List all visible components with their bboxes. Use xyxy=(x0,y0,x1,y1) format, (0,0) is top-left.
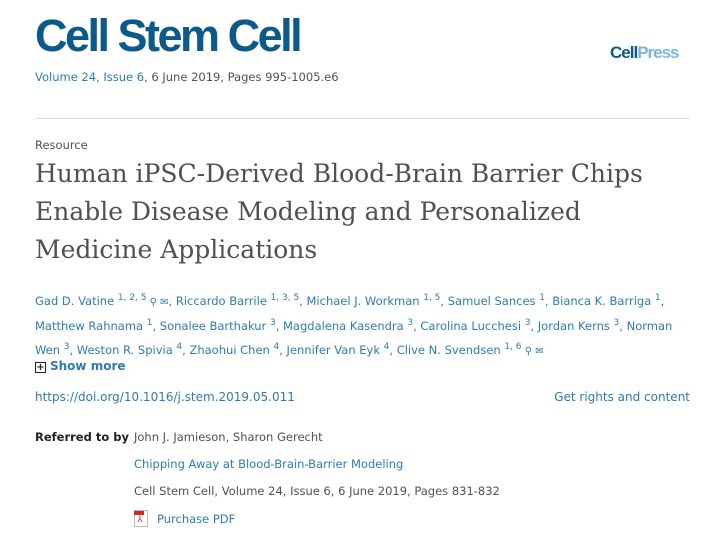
author[interactable]: Weston R. Spivia 4 xyxy=(76,342,183,357)
affiliation-sup: 3 xyxy=(63,342,70,352)
purchase-pdf-link[interactable]: Purchase PDF xyxy=(134,510,235,527)
author-name[interactable]: Zhaohui Chen xyxy=(189,343,270,357)
author-name[interactable]: Jordan Kerns xyxy=(537,319,610,333)
affiliation-sup: 1, 3, 5 xyxy=(270,293,300,303)
referred-authors: John J. Jamieson, Sharon Gerecht xyxy=(134,430,323,444)
journal-logo[interactable]: Cell Stem Cell xyxy=(35,10,303,61)
affiliation-sup: 1 xyxy=(539,293,545,303)
author-name[interactable]: Michael J. Workman xyxy=(306,294,420,308)
author[interactable]: Michael J. Workman 1, 5 xyxy=(306,293,441,308)
affiliation-sup: 1, 6 xyxy=(504,342,522,352)
affiliation-sup: 3 xyxy=(613,318,620,328)
date-pages: , 6 June 2019, Pages 995-1005.e6 xyxy=(144,70,339,84)
cellpress-logo[interactable]: CellPress xyxy=(610,43,680,62)
affiliation-sup: 4 xyxy=(176,342,183,352)
author-list: Gad D. Vatine 1, 2, 5 ⚲ ✉, Riccardo Barr… xyxy=(35,293,673,357)
author[interactable]: Samuel Sances 1 xyxy=(447,293,545,308)
author-name[interactable]: Matthew Rahnama xyxy=(35,319,144,333)
person-icon[interactable]: ⚲ xyxy=(521,346,533,357)
author-name[interactable]: Sonalee Barthakur xyxy=(159,319,267,333)
author[interactable]: Zhaohui Chen 4 xyxy=(189,342,280,357)
person-icon[interactable]: ⚲ xyxy=(146,297,157,308)
author[interactable]: Riccardo Barrile 1, 3, 5 xyxy=(175,293,300,308)
author-name[interactable]: Jennifer Van Eyk xyxy=(286,343,380,357)
pdf-icon xyxy=(134,510,148,527)
affiliation-sup: 4 xyxy=(383,342,390,352)
referred-label: Referred to by xyxy=(35,430,129,444)
author[interactable]: Jordan Kerns 3 xyxy=(537,318,620,333)
author[interactable]: Gad D. Vatine 1, 2, 5 ⚲ ✉ xyxy=(35,293,169,308)
affiliation-sup: 1 xyxy=(146,318,153,328)
affiliation-sup: 1, 5 xyxy=(423,293,441,303)
email-icon[interactable]: ✉ xyxy=(532,346,544,357)
rights-link[interactable]: Get rights and content xyxy=(554,390,690,404)
volume-link[interactable]: Volume 24, Issue 6 xyxy=(35,70,145,84)
doi-link[interactable]: https://doi.org/10.1016/j.stem.2019.05.0… xyxy=(35,390,295,404)
divider xyxy=(35,118,690,119)
affiliation-sup: 3 xyxy=(407,318,414,328)
affiliation-sup: 3 xyxy=(524,318,531,328)
author-name[interactable]: Samuel Sances xyxy=(447,294,536,308)
author[interactable]: Sonalee Barthakur 3 xyxy=(159,318,276,333)
author[interactable]: Jennifer Van Eyk 4 xyxy=(286,342,390,357)
affiliation-sup: 3 xyxy=(269,318,276,328)
author-name[interactable]: Magdalena Kasendra xyxy=(283,319,404,333)
author[interactable]: Magdalena Kasendra 3 xyxy=(283,318,414,333)
author[interactable]: Carolina Lucchesi 3 xyxy=(420,318,531,333)
author[interactable]: Norman Wen 3 xyxy=(35,319,672,357)
author-name[interactable]: Weston R. Spivia xyxy=(76,343,173,357)
article-type: Resource xyxy=(35,138,88,152)
referred-source: Cell Stem Cell, Volume 24, Issue 6, 6 Ju… xyxy=(134,484,500,498)
email-icon[interactable]: ✉ xyxy=(156,297,169,308)
author-name[interactable]: Carolina Lucchesi xyxy=(420,319,522,333)
article-title: Human iPSC-Derived Blood-Brain Barrier C… xyxy=(35,159,643,264)
volume-info: Volume 24, Issue 6, 6 June 2019, Pages 9… xyxy=(35,70,339,84)
author-name[interactable]: Norman Wen xyxy=(35,319,673,357)
author[interactable]: Clive N. Svendsen 1, 6 ⚲ ✉ xyxy=(396,342,544,357)
referred-title-link[interactable]: Chipping Away at Blood-Brain-Barrier Mod… xyxy=(134,457,404,471)
affiliation-sup: 4 xyxy=(273,342,280,352)
affiliation-sup: 1 xyxy=(654,293,661,303)
affiliation-sup: 1, 2, 5 xyxy=(117,293,147,303)
author-name[interactable]: Riccardo Barrile xyxy=(175,294,267,308)
author[interactable]: Bianca K. Barriga 1 xyxy=(552,293,661,308)
author-name[interactable]: Bianca K. Barriga xyxy=(552,294,652,308)
author-name[interactable]: Gad D. Vatine xyxy=(35,294,115,308)
show-more-button[interactable]: + Show more xyxy=(35,359,126,373)
author[interactable]: Matthew Rahnama 1 xyxy=(35,318,153,333)
plus-icon: + xyxy=(35,362,46,373)
author-name[interactable]: Clive N. Svendsen xyxy=(396,343,501,357)
